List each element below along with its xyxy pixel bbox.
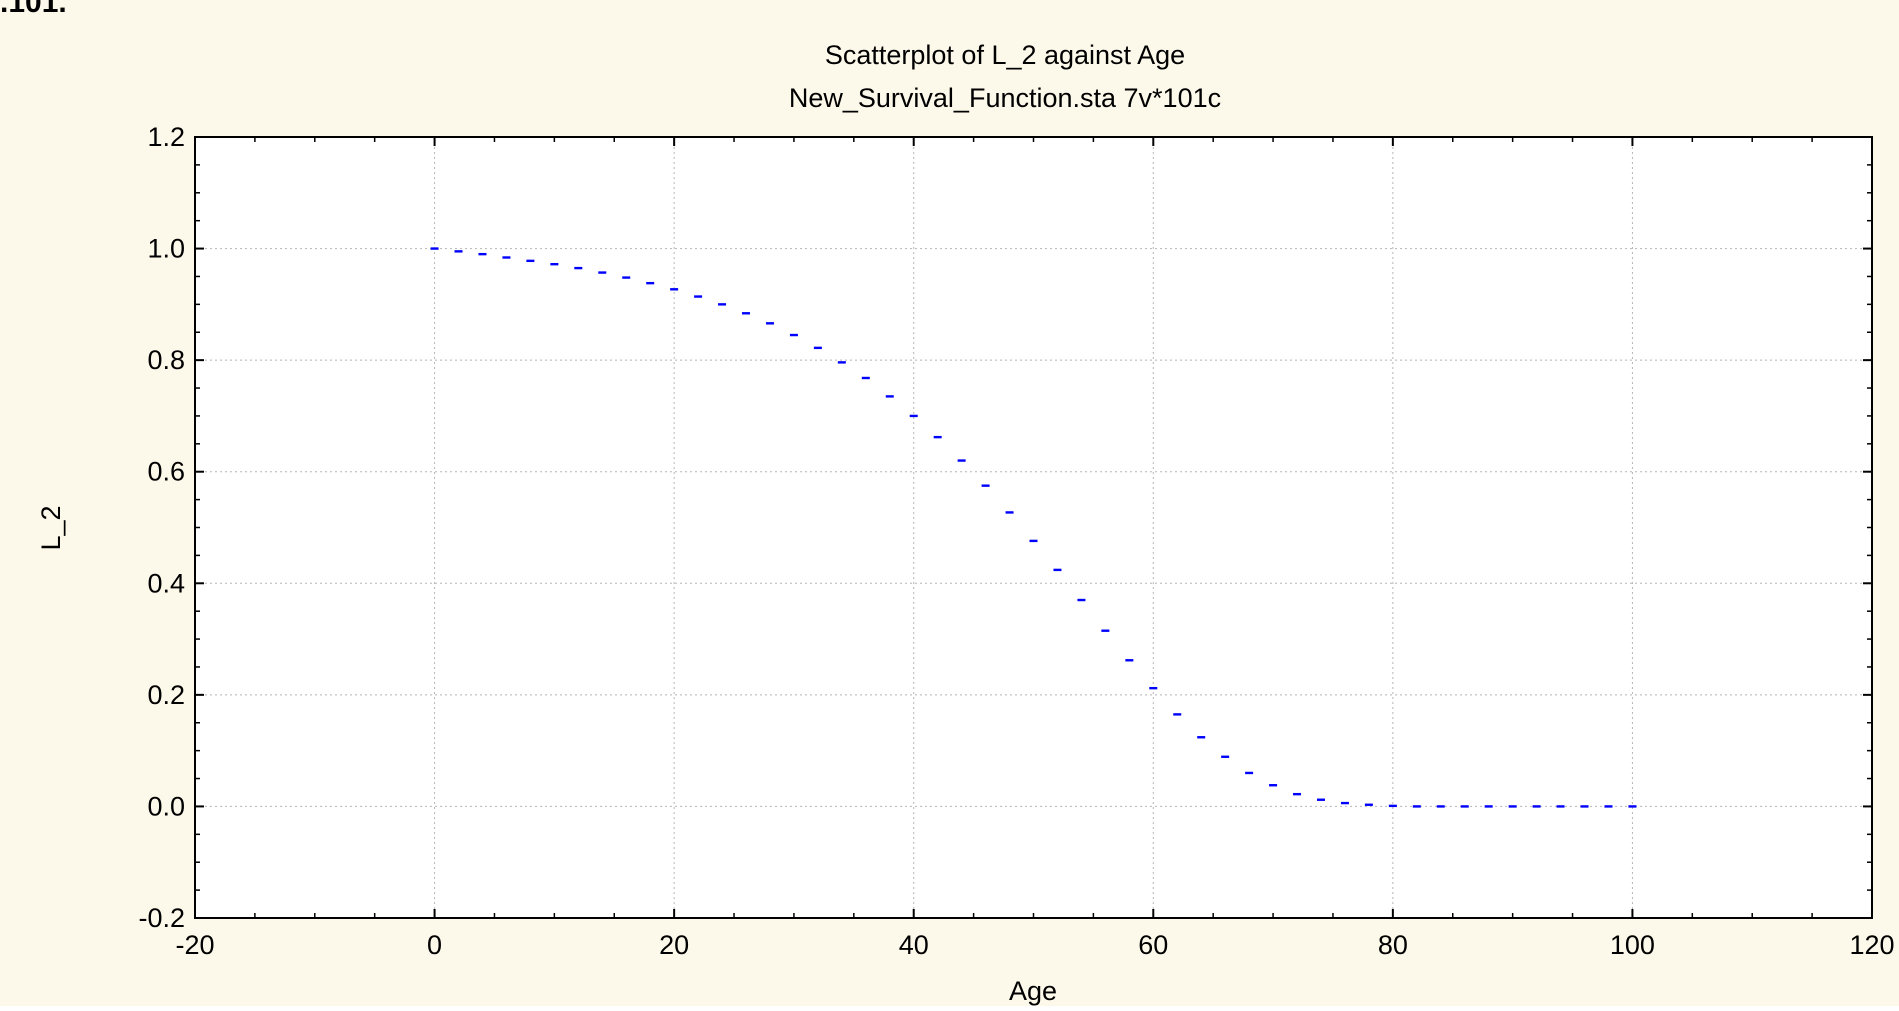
data-point (718, 303, 727, 306)
plot-area (195, 137, 1872, 918)
data-point (550, 262, 559, 266)
data-point (1580, 805, 1589, 808)
grid-lines (195, 137, 1872, 918)
x-tick-label: 20 (659, 930, 689, 960)
x-tick-label: 60 (1138, 930, 1168, 960)
clipped-heading-text: .101. (0, 0, 67, 19)
data-point (861, 376, 870, 380)
data-point (1628, 805, 1637, 808)
data-point (1077, 598, 1086, 602)
data-point (1316, 798, 1325, 801)
data-point (1340, 801, 1349, 805)
y-tick-label: 0.6 (147, 457, 185, 487)
y-tick-label: 0.2 (147, 680, 185, 710)
data-point (1029, 539, 1038, 543)
data-point (789, 333, 798, 337)
data-point (1053, 568, 1062, 572)
data-point (1508, 805, 1517, 808)
x-tick-label: 80 (1378, 930, 1408, 960)
y-tick-label: 0.0 (147, 791, 185, 821)
data-point (885, 395, 894, 398)
data-point (765, 322, 774, 325)
data-point (622, 276, 631, 279)
x-tick-label: 0 (427, 930, 442, 960)
data-point (1101, 629, 1110, 632)
data-point (1484, 805, 1493, 808)
data-point (1293, 792, 1302, 796)
data-point (1245, 771, 1254, 775)
data-point (1005, 511, 1014, 514)
data-point (813, 346, 822, 350)
data-point (1436, 805, 1445, 808)
data-point (933, 435, 942, 439)
data-point (837, 361, 846, 364)
data-point (1197, 736, 1206, 739)
y-tick-label: 1.2 (147, 122, 185, 152)
data-point (909, 414, 918, 418)
y-tick-label: 1.0 (147, 234, 185, 264)
x-tick-label: 120 (1849, 930, 1894, 960)
data-point (1556, 805, 1565, 808)
data-point (478, 252, 487, 256)
y-tick-label: 0.4 (147, 568, 185, 598)
x-tick-label: -20 (175, 930, 214, 960)
data-point (454, 250, 463, 253)
data-point (981, 484, 990, 487)
data-point (694, 295, 703, 298)
chart-subtitle: New_Survival_Function.sta 7v*101c (789, 83, 1221, 113)
data-point (574, 266, 583, 270)
data-point (1364, 803, 1373, 806)
data-point (526, 259, 535, 263)
tick-labels: -20 0 20 40 60 80 100 120 -0.2 0.0 0.2 0.4 0.6 0.8 1.0… (138, 122, 1894, 960)
data-point (430, 247, 439, 250)
data-point (1125, 659, 1134, 662)
x-axis-label: Age (1009, 976, 1057, 1006)
data-point (1412, 805, 1421, 808)
data-point (1388, 804, 1397, 808)
axis-ticks (194, 136, 1873, 919)
chart-title: Scatterplot of L_2 against Age (825, 40, 1185, 70)
data-point (502, 256, 511, 259)
y-tick-label: -0.2 (138, 903, 185, 933)
data-point (670, 288, 679, 291)
y-axis-label: L_2 (36, 505, 66, 550)
data-point (1149, 686, 1158, 690)
data-point (1269, 784, 1278, 787)
data-point (1173, 713, 1182, 716)
data-point (1604, 805, 1613, 808)
data-point (957, 459, 966, 462)
data-point (646, 281, 655, 285)
data-point (1221, 755, 1230, 758)
data-point (598, 271, 607, 274)
x-tick-label: 40 (899, 930, 929, 960)
x-tick-label: 100 (1610, 930, 1655, 960)
data-point (1460, 805, 1469, 808)
y-tick-label: 0.8 (147, 345, 185, 375)
data-point (742, 312, 751, 315)
data-points (430, 247, 1637, 808)
data-point (1532, 805, 1541, 808)
